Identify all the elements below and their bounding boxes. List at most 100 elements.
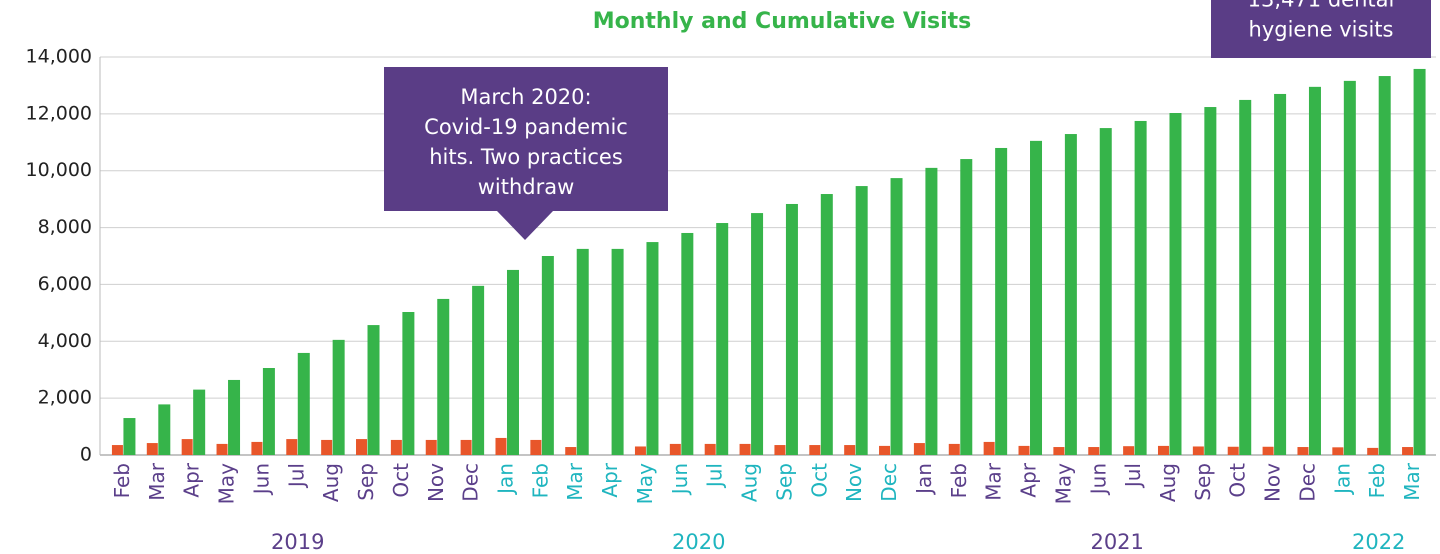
bar: [925, 167, 938, 455]
x-tick-label: Aug: [319, 463, 343, 502]
bar: [890, 178, 903, 455]
bar: [437, 298, 450, 455]
bar: [111, 445, 123, 455]
bar: [611, 248, 624, 455]
bar: [1274, 93, 1287, 455]
bar: [716, 223, 729, 455]
bar: [948, 443, 960, 455]
x-tick-label: Feb: [1365, 463, 1389, 498]
x-tick-label: May: [215, 463, 239, 505]
annotation-text: 13,471 dental: [1248, 0, 1395, 12]
x-tick-label: Mar: [1400, 462, 1424, 501]
x-tick-label: Sep: [772, 463, 796, 501]
bar: [286, 439, 298, 455]
bar: [844, 445, 856, 455]
bar: [425, 439, 437, 455]
bar: [879, 445, 891, 455]
bar: [228, 379, 241, 455]
bar: [669, 443, 681, 455]
annotation-text: March 2020:: [460, 85, 591, 109]
annotation-text: hygiene visits: [1249, 18, 1394, 42]
bar: [506, 269, 519, 455]
x-tick-label: Jul: [1121, 463, 1145, 489]
bar: [1064, 134, 1077, 455]
annotation: March 2020: Covid-19 pandemic hits. Two pr…: [384, 67, 668, 240]
bar: [739, 443, 751, 455]
bar: [646, 242, 659, 455]
bar: [146, 443, 158, 455]
x-tick-label: Jan: [912, 463, 936, 496]
x-tick-label: Dec: [1295, 463, 1319, 502]
bar: [820, 194, 833, 456]
bar: [297, 352, 310, 455]
bar: [1227, 446, 1239, 455]
bar: [634, 446, 646, 455]
x-tick-label: Aug: [1156, 463, 1180, 502]
bar: [1088, 447, 1100, 455]
bar: [704, 443, 716, 455]
x-tick-label: Nov: [1261, 463, 1285, 502]
bar: [1030, 140, 1043, 455]
x-tick-label: Nov: [842, 463, 866, 502]
annotation-text: withdraw: [478, 175, 575, 199]
x-tick-label: Apr: [1017, 462, 1041, 497]
bar: [1018, 445, 1030, 455]
bar: [367, 325, 380, 455]
y-tick-label: 8,000: [38, 216, 92, 238]
bar: [321, 439, 333, 455]
bar: [1157, 445, 1169, 455]
year-label: 2021: [1090, 530, 1143, 554]
x-tick-label: Oct: [807, 463, 831, 498]
year-label: 2022: [1352, 530, 1405, 554]
x-tick-label: Oct: [389, 463, 413, 498]
bar: [751, 213, 764, 455]
annotation-box: [1211, 0, 1431, 58]
bar: [1343, 80, 1356, 455]
bar: [1239, 99, 1252, 456]
year-label: 2020: [672, 530, 725, 554]
x-tick-label: Jun: [1086, 463, 1110, 496]
annotation-text: Covid-19 pandemic: [424, 115, 628, 139]
chart-title: Monthly and Cumulative Visits: [593, 9, 972, 34]
x-tick-label: Mar: [982, 462, 1006, 501]
bar: [913, 443, 925, 455]
x-tick-label: Nov: [424, 463, 448, 502]
bar: [251, 441, 263, 455]
y-tick-label: 14,000: [26, 46, 92, 68]
x-tick-label: Feb: [528, 463, 552, 498]
x-tick-label: May: [633, 463, 657, 505]
y-tick-label: 2,000: [38, 387, 92, 409]
y-tick-label: 12,000: [26, 102, 92, 124]
x-tick-label: Feb: [947, 463, 971, 498]
bar: [1192, 446, 1204, 455]
bar: [774, 445, 786, 455]
bar: [1308, 86, 1321, 455]
x-tick-label: Jul: [284, 463, 308, 489]
bar: [995, 147, 1008, 455]
annotation-text: hits. Two practices: [429, 145, 623, 169]
x-tick-label: Oct: [1226, 463, 1250, 498]
bar: [983, 441, 995, 455]
x-tick-label: Mar: [145, 462, 169, 501]
bar: [1134, 120, 1147, 455]
y-tick-label: 0: [80, 444, 92, 466]
x-tick-label: Feb: [110, 463, 134, 498]
annotation: 13,471 dental hygiene visits: [1211, 0, 1431, 58]
x-tick-label: Apr: [598, 462, 622, 497]
bar: [576, 248, 589, 455]
bar: [1297, 447, 1309, 455]
bar: [1169, 113, 1182, 456]
bar: [1099, 128, 1112, 456]
bar: [262, 368, 275, 455]
bar: [1413, 68, 1426, 455]
x-tick-label: Jul: [703, 463, 727, 489]
bar: [193, 389, 206, 455]
bar: [1332, 447, 1344, 455]
bar: [785, 203, 798, 455]
x-tick-label: Jan: [1330, 463, 1354, 496]
bar: [356, 439, 368, 455]
y-tick-label: 4,000: [38, 330, 92, 352]
x-tick-label: Sep: [1191, 463, 1215, 501]
bar: [1204, 107, 1217, 455]
